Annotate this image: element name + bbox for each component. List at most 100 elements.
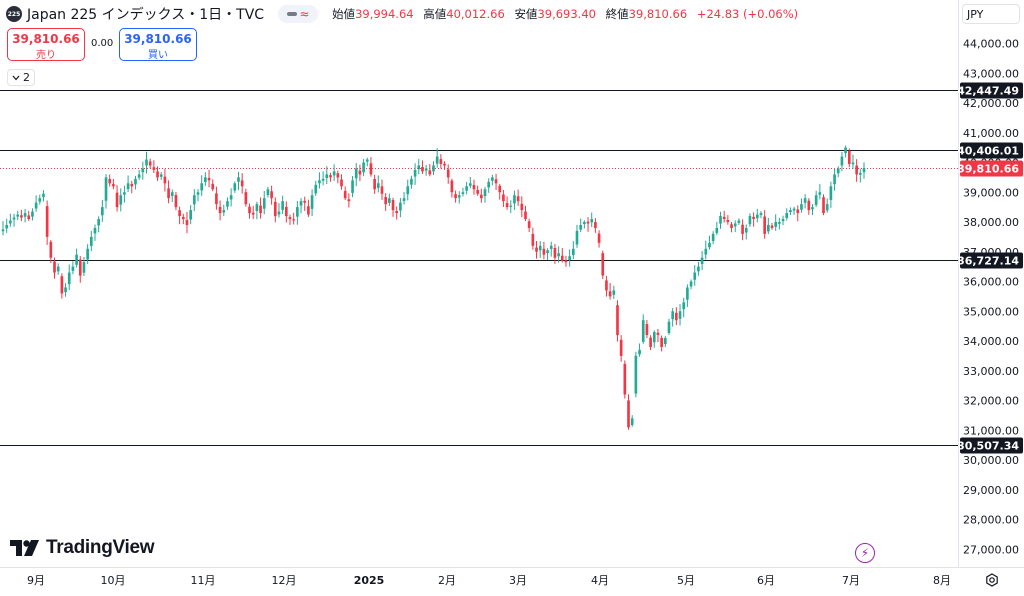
- candle[interactable]: [708, 235, 711, 250]
- candle[interactable]: [811, 204, 814, 216]
- candle[interactable]: [781, 215, 785, 226]
- candle[interactable]: [641, 314, 645, 344]
- candle[interactable]: [233, 181, 237, 193]
- candle[interactable]: [340, 174, 343, 190]
- candle[interactable]: [432, 161, 435, 175]
- candle[interactable]: [535, 241, 538, 259]
- candle[interactable]: [141, 161, 145, 180]
- candle[interactable]: [638, 343, 641, 357]
- candle[interactable]: [112, 179, 115, 190]
- candle[interactable]: [719, 211, 722, 229]
- candle[interactable]: [759, 211, 763, 219]
- candle[interactable]: [108, 174, 112, 187]
- candle[interactable]: [384, 193, 387, 211]
- candle[interactable]: [465, 181, 468, 195]
- candle[interactable]: [840, 151, 844, 172]
- candle[interactable]: [303, 196, 307, 211]
- candle[interactable]: [299, 198, 303, 214]
- candle[interactable]: [417, 158, 421, 175]
- candle[interactable]: [402, 192, 406, 205]
- candle[interactable]: [351, 176, 354, 198]
- candle[interactable]: [373, 174, 376, 194]
- candle[interactable]: [770, 222, 774, 230]
- candle[interactable]: [516, 189, 520, 206]
- candle[interactable]: [608, 283, 612, 300]
- candle[interactable]: [336, 170, 340, 184]
- candle[interactable]: [270, 185, 273, 205]
- candle[interactable]: [273, 197, 277, 223]
- candle[interactable]: [86, 244, 89, 264]
- candle[interactable]: [64, 283, 67, 297]
- candle[interactable]: [211, 179, 215, 192]
- candle[interactable]: [513, 190, 516, 210]
- candle[interactable]: [152, 160, 156, 174]
- candle[interactable]: [491, 174, 494, 186]
- candle[interactable]: [818, 184, 822, 200]
- candle[interactable]: [67, 264, 71, 291]
- candle[interactable]: [130, 180, 134, 194]
- candle[interactable]: [711, 231, 715, 245]
- candle[interactable]: [435, 148, 439, 168]
- candle[interactable]: [627, 394, 630, 430]
- candle[interactable]: [675, 307, 678, 326]
- candle[interactable]: [476, 185, 479, 196]
- candle[interactable]: [546, 248, 549, 260]
- candle[interactable]: [671, 308, 674, 327]
- candle[interactable]: [292, 212, 296, 225]
- candle[interactable]: [520, 196, 524, 218]
- candle[interactable]: [774, 214, 778, 231]
- candle[interactable]: [450, 178, 454, 198]
- candle[interactable]: [277, 203, 281, 218]
- candle[interactable]: [557, 246, 560, 263]
- visibility-toggle-button[interactable]: ≈: [278, 5, 319, 23]
- candle[interactable]: [49, 239, 53, 264]
- candle[interactable]: [682, 297, 686, 318]
- candle[interactable]: [730, 221, 733, 233]
- candle[interactable]: [722, 210, 726, 223]
- candle[interactable]: [204, 172, 207, 186]
- candle[interactable]: [612, 285, 616, 299]
- candle[interactable]: [564, 255, 568, 267]
- candle[interactable]: [601, 250, 605, 280]
- candle[interactable]: [310, 189, 314, 217]
- candle[interactable]: [428, 164, 432, 177]
- candle[interactable]: [700, 251, 704, 271]
- candle[interactable]: [97, 216, 100, 233]
- candle[interactable]: [343, 186, 347, 201]
- candle[interactable]: [380, 179, 384, 200]
- candle[interactable]: [56, 263, 60, 275]
- candle[interactable]: [60, 273, 64, 299]
- candle[interactable]: [616, 300, 619, 342]
- candle[interactable]: [800, 198, 803, 213]
- candle[interactable]: [744, 224, 748, 240]
- currency-selector[interactable]: JPY: [962, 4, 1020, 24]
- candle[interactable]: [502, 189, 505, 207]
- candle[interactable]: [45, 200, 49, 245]
- candle[interactable]: [251, 205, 255, 220]
- candle[interactable]: [483, 186, 487, 203]
- candle[interactable]: [862, 162, 866, 179]
- candle[interactable]: [803, 194, 807, 209]
- candle[interactable]: [763, 210, 766, 239]
- candle[interactable]: [5, 218, 9, 233]
- candle[interactable]: [844, 145, 847, 158]
- candle[interactable]: [240, 173, 244, 194]
- candle[interactable]: [259, 197, 262, 219]
- candle[interactable]: [767, 217, 770, 235]
- candle[interactable]: [9, 213, 12, 227]
- candle[interactable]: [376, 175, 380, 193]
- candle[interactable]: [237, 171, 240, 190]
- candle[interactable]: [137, 169, 141, 180]
- candle[interactable]: [472, 179, 476, 195]
- candle[interactable]: [697, 261, 700, 276]
- candle[interactable]: [645, 320, 649, 339]
- candle[interactable]: [406, 179, 410, 201]
- candle[interactable]: [93, 224, 97, 241]
- candle[interactable]: [12, 213, 16, 227]
- candle[interactable]: [82, 256, 86, 277]
- candle[interactable]: [663, 336, 667, 348]
- candle[interactable]: [145, 151, 148, 174]
- candle[interactable]: [200, 175, 204, 196]
- candle[interactable]: [266, 186, 270, 198]
